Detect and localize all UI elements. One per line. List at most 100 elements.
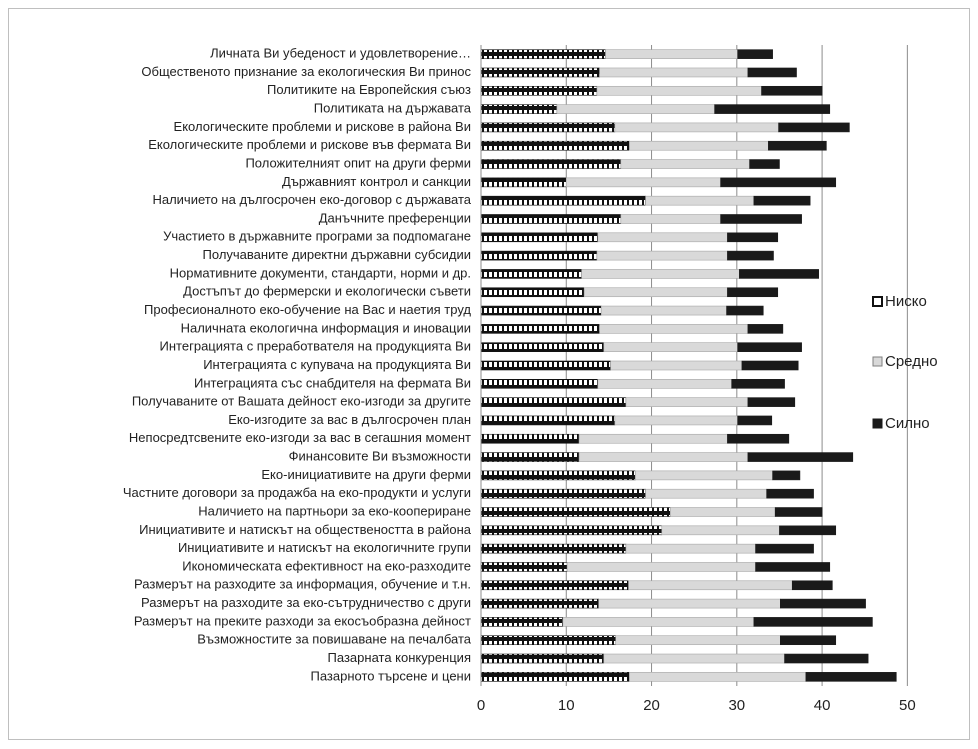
bar-segment xyxy=(480,452,580,462)
bar-segment xyxy=(480,232,599,243)
bar-segment xyxy=(480,580,629,591)
bar-segment xyxy=(597,379,733,389)
y-tick-label: Общественото признание за екологическия … xyxy=(141,64,471,79)
bar-segment xyxy=(480,269,582,279)
bar-segment xyxy=(480,598,599,609)
bar-segment xyxy=(480,287,585,298)
bar-segment xyxy=(731,379,785,389)
bar-segment xyxy=(774,507,823,517)
y-tick-label: Политиките на Европейския съюз xyxy=(267,82,471,97)
bar-segment xyxy=(480,672,630,682)
y-tick-label: Държавният контрол и санкции xyxy=(282,174,471,189)
bar-segment xyxy=(480,250,598,261)
bar-segment xyxy=(480,470,636,481)
bar-segment xyxy=(480,617,564,627)
bar-segment xyxy=(605,49,738,59)
y-tick-label: Наличната екологична информация и иновац… xyxy=(181,320,471,335)
y-tick-label: Възможностите за повишаване на печалбата xyxy=(197,632,472,647)
y-tick-label: Размерът на разходите за информация, обу… xyxy=(134,577,471,592)
bar-segment xyxy=(779,525,837,536)
legend-label: Средно xyxy=(885,353,938,370)
y-tick-label: Екологическите проблеми и рискове в райо… xyxy=(174,119,471,134)
bar-segment xyxy=(556,104,715,114)
bar-segment xyxy=(480,140,630,151)
bar-segment xyxy=(714,104,831,114)
bar-segment xyxy=(480,653,605,664)
y-tick-label: Инициативите и натискът на общественостт… xyxy=(139,522,472,537)
bar-segment xyxy=(480,305,602,316)
y-tick-label: Наличието на партньори за еко-коопериран… xyxy=(198,503,471,518)
y-tick-label: Интеграцията със снабдителя на фермата В… xyxy=(194,375,471,390)
bar-segment xyxy=(480,195,646,206)
bar-segment xyxy=(629,140,769,151)
bar-segment xyxy=(755,562,831,572)
bar-segment xyxy=(727,433,790,444)
bar-segment xyxy=(737,415,773,426)
bar-segment xyxy=(625,397,749,407)
bar-segment xyxy=(480,67,600,78)
bar-segment xyxy=(480,159,622,169)
y-tick-label: Пазарната конкуренция xyxy=(328,650,471,665)
bar-segment xyxy=(600,305,727,316)
bar-segment xyxy=(727,287,779,298)
bar-segment xyxy=(629,672,807,682)
bar-segment xyxy=(480,379,599,389)
y-tick-label: Пазарното търсене и цени xyxy=(310,668,471,683)
bar-segment xyxy=(635,470,773,481)
bar-segment xyxy=(768,140,827,151)
chart-frame xyxy=(8,8,970,740)
legend-swatch xyxy=(872,418,883,429)
bar-segment xyxy=(747,67,797,78)
bar-segment xyxy=(480,397,627,407)
y-tick-label: Положителният опит на други ферми xyxy=(245,155,471,170)
bar-segment xyxy=(599,67,749,78)
bar-segment xyxy=(726,305,764,316)
bar-segment xyxy=(747,324,784,334)
bar-segment xyxy=(780,635,837,646)
bar-segment xyxy=(603,653,785,664)
bar-segment xyxy=(565,177,721,188)
bar-segment xyxy=(778,122,850,133)
bar-segment xyxy=(566,562,756,572)
bar-segment xyxy=(480,562,568,572)
bar-segment xyxy=(727,232,779,243)
bar-segment xyxy=(780,598,866,609)
bar-segment xyxy=(784,653,869,664)
bar-segment xyxy=(772,470,801,481)
bar-segment xyxy=(583,287,728,298)
y-tick-label: Финансовите Ви възможности xyxy=(289,449,471,464)
bar-segment xyxy=(753,195,811,206)
y-tick-label: Наличието на дългосрочен еко-договор с д… xyxy=(152,192,471,207)
y-tick-label: Еко-изгодите за вас в дългосрочен план xyxy=(228,412,471,427)
bar-segment xyxy=(753,617,873,627)
bar-segment xyxy=(581,269,740,279)
x-tick-label: 0 xyxy=(477,697,485,714)
bar-segment xyxy=(610,360,743,371)
bar-segment xyxy=(661,525,780,536)
bar-segment xyxy=(628,580,793,591)
y-tick-label: Частните договори за продажба на еко-про… xyxy=(123,485,471,500)
bar-segment xyxy=(480,360,611,371)
y-tick-label: Инициативите и натискът на екологичните … xyxy=(178,540,471,555)
y-tick-label: Интеграцията с преработвателя на продукц… xyxy=(160,339,471,354)
x-tick-label: 50 xyxy=(899,697,916,714)
bar-segment xyxy=(480,488,646,499)
bar-segment xyxy=(747,397,796,407)
bar-segment xyxy=(755,543,814,554)
bar-segment xyxy=(597,232,728,243)
bar-segment xyxy=(749,159,780,169)
bar-segment xyxy=(480,122,616,133)
y-tick-label: Размерът на преките разходи за екосъобра… xyxy=(134,613,471,628)
bar-segment xyxy=(480,635,617,646)
bar-segment xyxy=(480,104,558,114)
bar-segment xyxy=(614,415,738,426)
bar-segment xyxy=(739,269,819,279)
bar-segment xyxy=(562,617,755,627)
bar-segment xyxy=(578,433,728,444)
y-tick-label: Икономическата ефективност на еко-разход… xyxy=(182,558,471,573)
y-tick-label: Политиката на държавата xyxy=(314,101,472,116)
bar-segment xyxy=(480,433,580,444)
x-tick-label: 20 xyxy=(643,697,660,714)
bar-segment xyxy=(727,250,774,261)
y-tick-label: Достъпът до фермерски и екологически съв… xyxy=(183,284,471,299)
